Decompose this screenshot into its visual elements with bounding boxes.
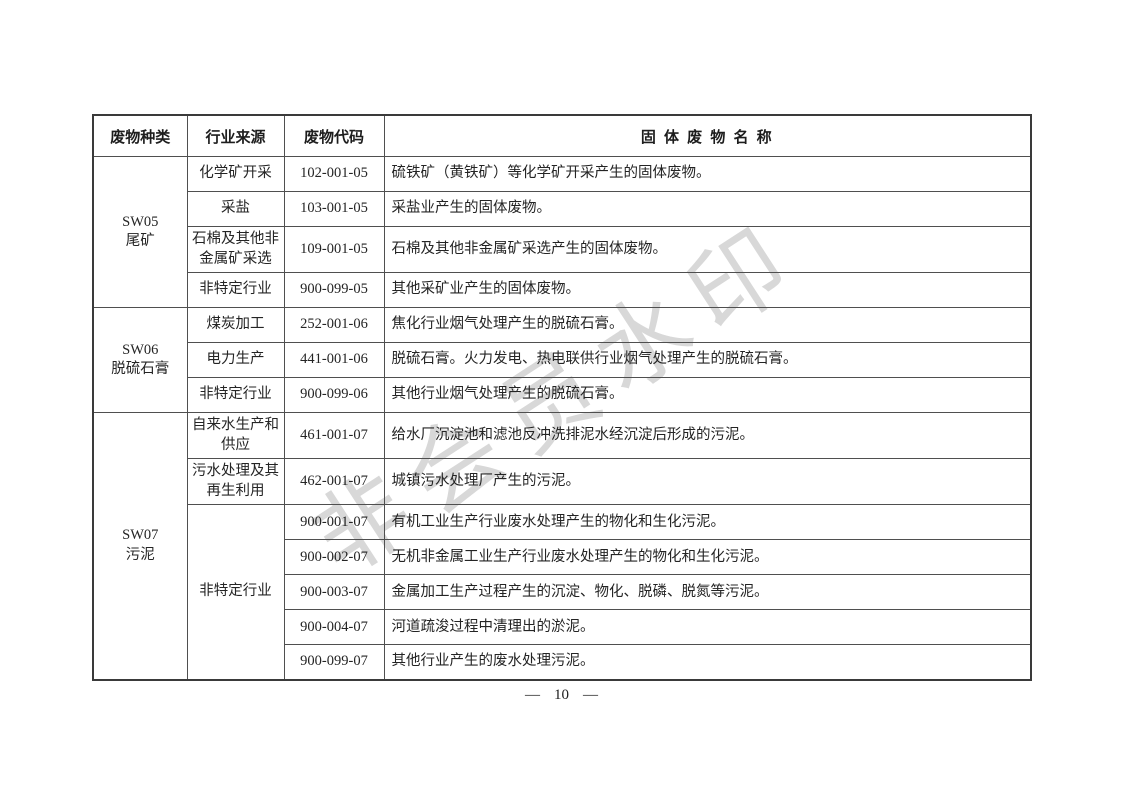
- page-number: 10: [554, 687, 569, 703]
- table-body: SW05 尾矿 化学矿开采 102-001-05 硫铁矿（黄铁矿）等化学矿开采产生的固体…: [92, 155, 1032, 681]
- industry-source-cell: 自来水生产和供应: [186, 412, 285, 460]
- table-row: 900-099-07 其他行业产生的废水处理污泥。: [93, 644, 1032, 681]
- header-row: 废物种类 行业来源 废物代码 固 体 废 物 名 称: [92, 114, 1032, 157]
- table-row: SW07 污泥 自来水生产和供应 461-001-07 给水厂沉淀池和滤池反冲洗排泥水经…: [92, 412, 1032, 681]
- waste-name-cell: 脱硫石膏。火力发电、热电联供行业烟气处理产生的脱硫石膏。: [383, 342, 1032, 379]
- waste-name-cell: 其他行业产生的废水处理污泥。: [383, 644, 1032, 681]
- table-row: 电力生产 441-001-06 脱硫石膏。火力发电、热电联供行业烟气处理产生的脱硫石…: [93, 342, 1032, 379]
- industry-source-cell: 污水处理及其再生利用: [186, 458, 285, 506]
- waste-name-cell: 无机非金属工业生产行业废水处理产生的物化和生化污泥。: [383, 539, 1032, 576]
- category-code: SW07: [122, 527, 159, 544]
- footer-left-dash: —: [525, 687, 540, 703]
- waste-code-cell: 900-099-07: [283, 644, 385, 681]
- category-cell: SW06 脱硫石膏: [92, 307, 188, 414]
- waste-name-cell: 其他行业烟气处理产生的脱硫石膏。: [383, 377, 1032, 414]
- table-row: SW06 脱硫石膏 煤炭加工 252-001-06 焦化行业烟气处理产生的脱硫石膏。: [92, 307, 1032, 414]
- waste-code-cell: 102-001-05: [283, 156, 385, 192]
- table-row: 采盐 103-001-05 采盐业产生的固体废物。: [93, 191, 1032, 227]
- category-code: SW06: [122, 341, 159, 358]
- waste-code-cell: 252-001-06: [283, 307, 385, 344]
- industry-source-cell: 石棉及其他非金属矿采选: [186, 225, 285, 274]
- waste-code-cell: 441-001-06: [283, 342, 385, 379]
- table-row: SW05 尾矿 化学矿开采 102-001-05 硫铁矿（黄铁矿）等化学矿开采产生的固体…: [92, 155, 1032, 309]
- industry-source-cell: 非特定行业: [186, 272, 285, 309]
- table-header: 废物种类 行业来源 废物代码 固 体 废 物 名 称: [92, 114, 1032, 157]
- table-row: 900-003-07 金属加工生产过程产生的沉淀、物化、脱磷、脱氮等污泥。: [93, 574, 1032, 611]
- table-row: 900-004-07 河道疏浚过程中清理出的淤泥。: [93, 609, 1032, 646]
- waste-name-cell: 给水厂沉淀池和滤池反冲洗排泥水经沉淀后形成的污泥。: [383, 412, 1032, 460]
- waste-name-cell: 硫铁矿（黄铁矿）等化学矿开采产生的固体废物。: [383, 156, 1032, 192]
- waste-name-cell: 采盐业产生的固体废物。: [383, 191, 1032, 227]
- table-row: 非特定行业 900-099-06 其他行业烟气处理产生的脱硫石膏。: [93, 377, 1032, 414]
- waste-name-cell: 有机工业生产行业废水处理产生的物化和生化污泥。: [383, 504, 1032, 541]
- industry-source-cell: 化学矿开采: [186, 156, 285, 192]
- category-cell: SW05 尾矿: [92, 155, 188, 309]
- col-header-solid-waste-name: 固 体 废 物 名 称: [383, 114, 1032, 157]
- table-row: 900-002-07 无机非金属工业生产行业废水处理产生的物化和生化污泥。: [93, 539, 1032, 576]
- waste-code-cell: 462-001-07: [283, 458, 385, 506]
- waste-name-cell: 河道疏浚过程中清理出的淤泥。: [383, 609, 1032, 646]
- industry-source-cell: 非特定行业: [186, 504, 285, 681]
- waste-name-cell: 石棉及其他非金属矿采选产生的固体废物。: [383, 225, 1032, 274]
- waste-code-cell: 900-004-07: [283, 609, 385, 646]
- table-row: 污水处理及其再生利用 462-001-07 城镇污水处理厂产生的污泥。: [93, 458, 1032, 506]
- waste-name-cell: 其他采矿业产生的固体废物。: [383, 272, 1032, 309]
- category-name: 脱硫石膏: [111, 361, 170, 378]
- waste-code-cell: 900-099-06: [283, 377, 385, 414]
- waste-code-cell: 900-002-07: [283, 539, 385, 576]
- table-row: 石棉及其他非金属矿采选 109-001-05 石棉及其他非金属矿采选产生的固体废物。: [93, 225, 1032, 274]
- waste-code-cell: 461-001-07: [283, 412, 385, 460]
- industry-source-cell: 非特定行业: [186, 377, 285, 414]
- table-row: 非特定行业 900-099-05 其他采矿业产生的固体废物。: [93, 272, 1032, 309]
- category-cell: SW07 污泥: [92, 412, 188, 681]
- waste-code-cell: 900-001-07: [283, 504, 385, 541]
- category-name: 污泥: [125, 547, 155, 563]
- col-header-waste-code: 废物代码: [283, 114, 385, 157]
- industry-source-cell: 电力生产: [186, 342, 285, 379]
- waste-code-cell: 109-001-05: [283, 225, 385, 274]
- waste-code-cell: 103-001-05: [283, 191, 385, 227]
- col-header-waste-category: 废物种类: [92, 114, 188, 157]
- col-header-industry-source: 行业来源: [186, 114, 285, 157]
- waste-code-cell: 900-099-05: [283, 272, 385, 309]
- footer-right-dash: —: [583, 687, 598, 703]
- category-code: SW05: [122, 213, 159, 230]
- waste-code-cell: 900-003-07: [283, 574, 385, 611]
- table-row: 非特定行业 900-001-07 有机工业生产行业废水处理产生的物化和生化污泥。: [93, 504, 1032, 681]
- waste-name-cell: 金属加工生产过程产生的沉淀、物化、脱磷、脱氮等污泥。: [383, 574, 1032, 611]
- page-footer: — 10 —: [0, 687, 1123, 704]
- category-name: 尾矿: [125, 233, 155, 250]
- waste-catalog-table: 废物种类 行业来源 废物代码 固 体 废 物 名 称 SW05 尾矿 化学矿开采 10…: [92, 114, 1032, 681]
- industry-source-cell: 采盐: [186, 191, 285, 227]
- industry-source-cell: 煤炭加工: [186, 307, 285, 344]
- waste-name-cell: 城镇污水处理厂产生的污泥。: [383, 458, 1032, 506]
- waste-name-cell: 焦化行业烟气处理产生的脱硫石膏。: [383, 307, 1032, 344]
